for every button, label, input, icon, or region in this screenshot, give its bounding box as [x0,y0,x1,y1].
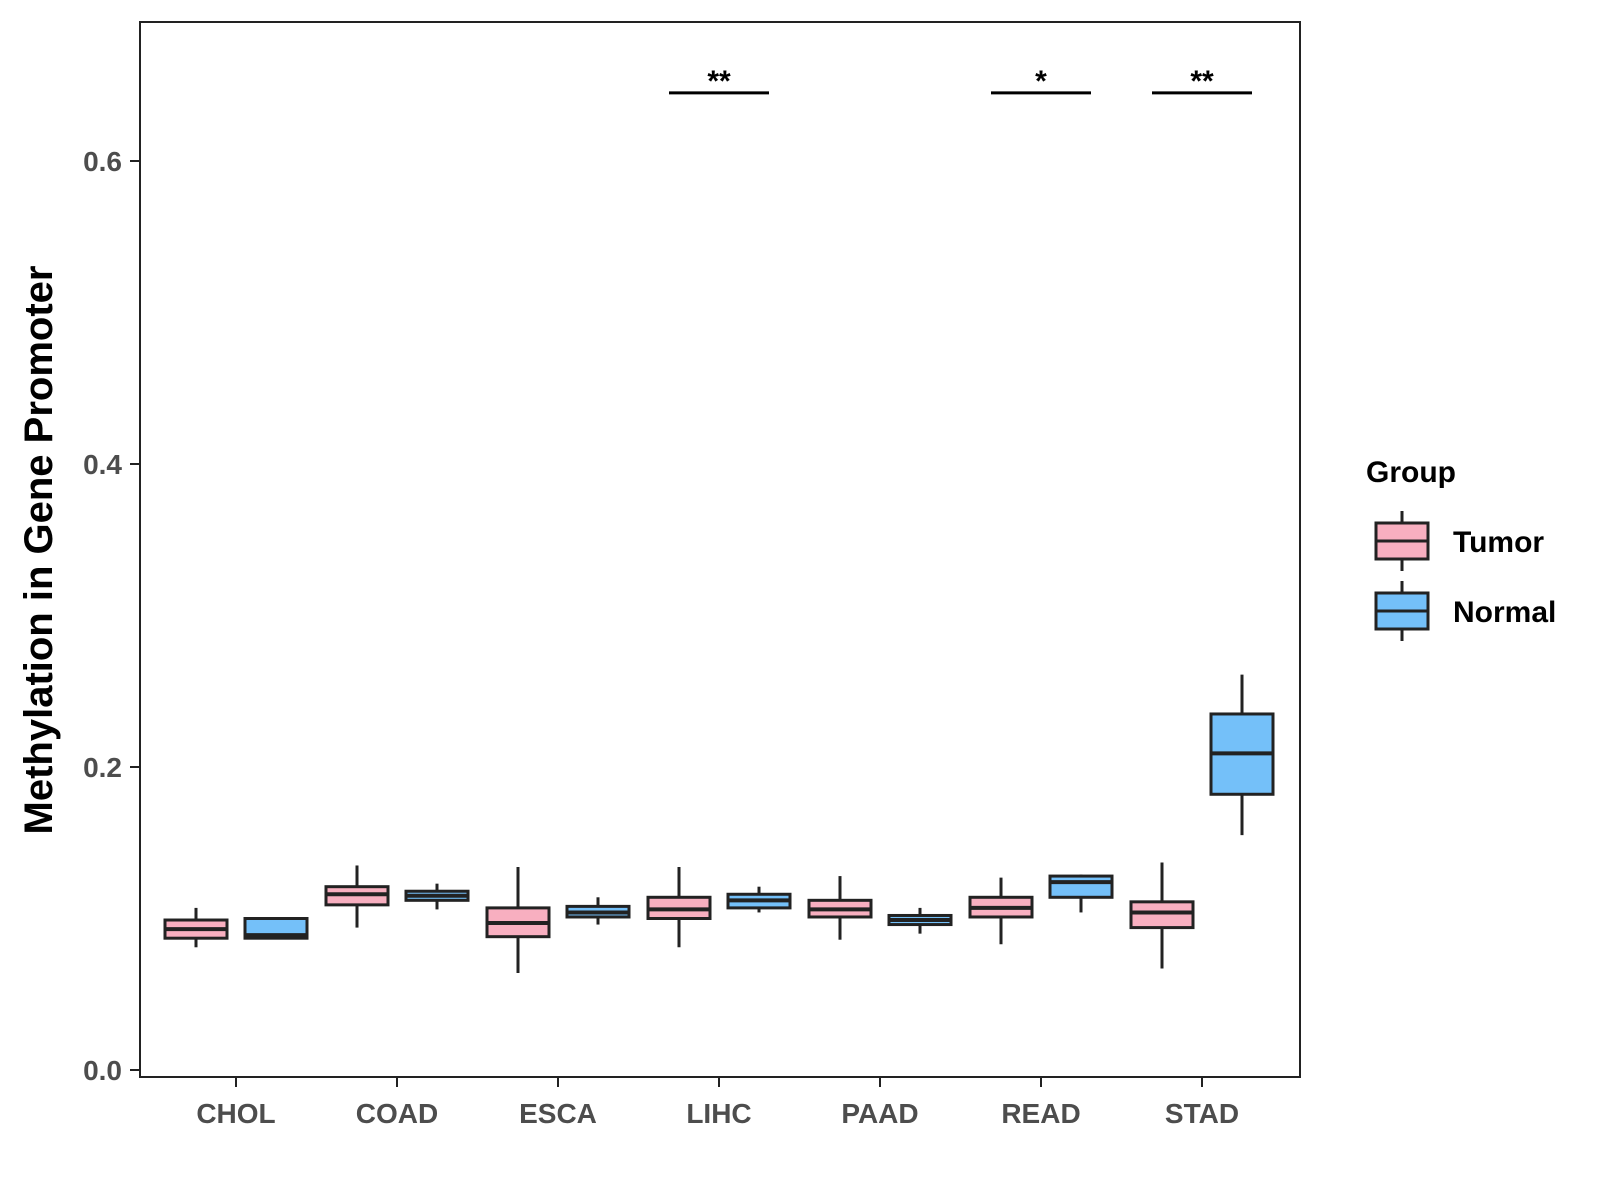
box-normal-chol [243,916,309,940]
box-tumor-coad [324,865,390,928]
box-tumor-lihc [646,866,712,948]
box-layer [163,674,1275,974]
box-tumor-read [968,877,1034,945]
x-tick-label: LIHC [686,1098,751,1129]
box-tumor-chol [163,907,229,948]
x-tick-label: STAD [1165,1098,1239,1129]
y-tick-label: 0.2 [83,752,122,783]
legend-item-tumor: Tumor [1374,511,1544,571]
x-tick-label: CHOL [196,1098,275,1129]
y-tick-label: 0.4 [83,449,122,480]
box-normal-lihc [726,886,792,913]
significance-label: * [1035,65,1047,98]
box-tumor-esca [485,866,551,974]
box-iqr [1048,874,1114,899]
y-axis-title: Methylation in Gene Promoter [17,266,61,835]
significance-stad: ** [1152,65,1252,98]
legend-label: Normal [1453,596,1556,629]
legend-title: Group [1366,456,1456,489]
legend: Group Tumor Normal [1366,456,1556,641]
box-tumor-paad [807,876,873,940]
significance-label: ** [1190,65,1214,98]
y-tick-label: 0.6 [83,146,122,177]
x-axis: CHOL COAD ESCA LIHC PAAD READ STAD [196,1077,1239,1129]
y-tick-label: 0.0 [83,1055,122,1086]
significance-lihc: ** [669,65,769,98]
x-tick-label: ESCA [519,1098,597,1129]
significance-annotations: ** * ** [669,65,1252,98]
x-tick-label: READ [1001,1098,1080,1129]
significance-read: * [991,65,1091,98]
plot-panel [139,21,1301,1078]
significance-label: ** [707,65,731,98]
box-tumor-stad [1129,862,1195,969]
legend-label: Tumor [1453,526,1544,559]
x-tick-label: COAD [356,1098,438,1129]
box-normal-read [1048,874,1114,913]
legend-item-normal: Normal [1374,581,1556,641]
box-normal-stad [1209,674,1275,836]
y-axis: 0.0 0.2 0.4 0.6 [83,146,140,1086]
box-normal-esca [565,897,631,925]
box-iqr [1129,900,1195,930]
box-normal-paad [887,907,953,934]
box-normal-coad [404,883,470,910]
x-tick-label: PAAD [841,1098,918,1129]
